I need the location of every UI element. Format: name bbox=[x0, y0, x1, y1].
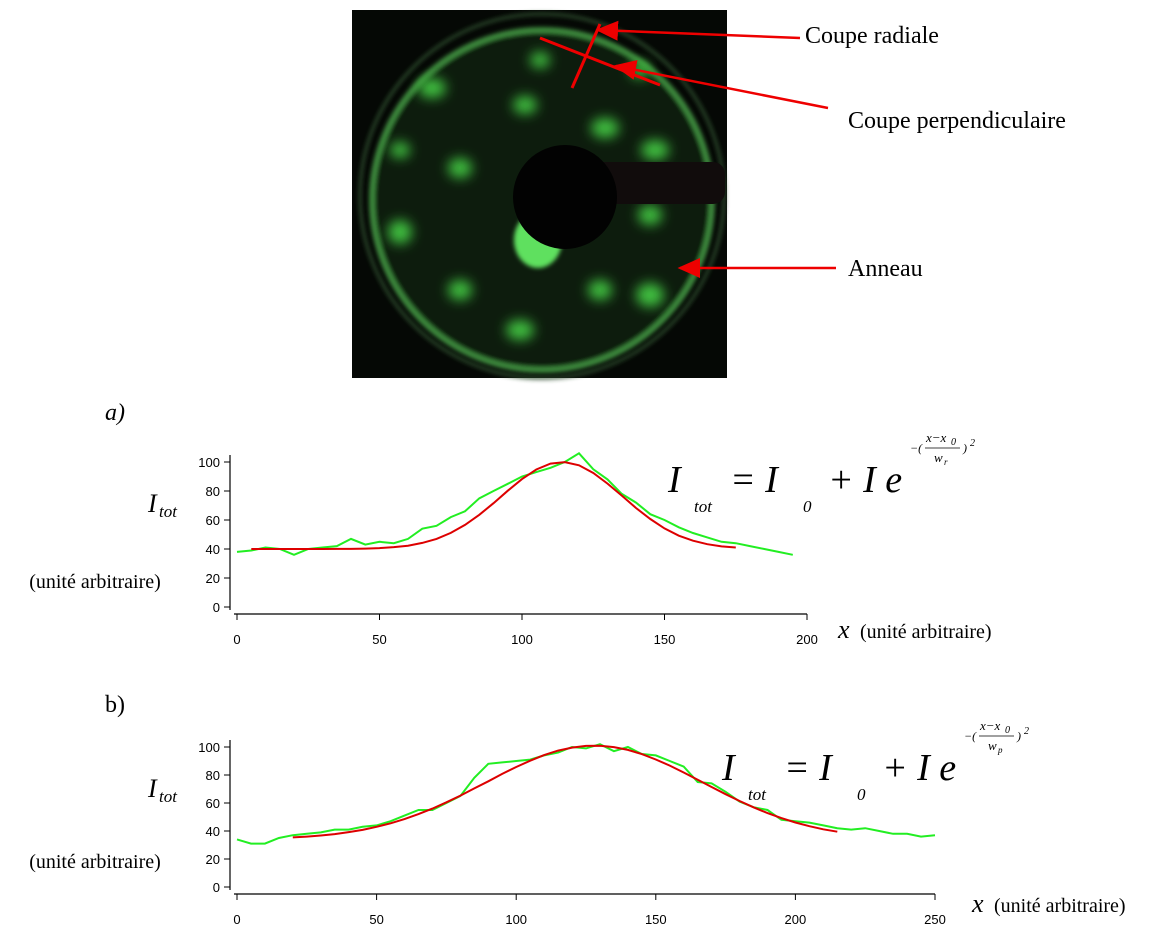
formula-exp: w bbox=[988, 738, 997, 753]
formula-exp: r bbox=[944, 457, 948, 467]
x-tick-label: 100 bbox=[505, 912, 527, 927]
panel-label: b) bbox=[105, 692, 125, 718]
panel-label: a) bbox=[105, 400, 125, 426]
series-line bbox=[236, 743, 936, 845]
x-tick-label: 100 bbox=[511, 632, 533, 647]
formula-exp: 0 bbox=[951, 437, 956, 448]
leed-image bbox=[352, 10, 727, 380]
y-label-sub: tot bbox=[159, 787, 178, 806]
formula-sub: tot bbox=[694, 497, 713, 516]
formula-exp: w bbox=[934, 450, 943, 465]
formula-text: + I e bbox=[882, 747, 956, 789]
formula-exp: 0 bbox=[1005, 725, 1010, 736]
x-tick-label: 250 bbox=[924, 912, 946, 927]
y-label-unit: (unité arbitraire) bbox=[29, 571, 161, 593]
formula-exp: p bbox=[997, 745, 1003, 755]
x-tick-label: 200 bbox=[796, 632, 818, 647]
formula-exp: x−x bbox=[979, 718, 1001, 733]
x-tick-label: 0 bbox=[233, 632, 240, 647]
x-tick-label: 200 bbox=[785, 912, 807, 927]
y-label-sub: tot bbox=[159, 502, 178, 521]
formula-text: + I e bbox=[828, 459, 902, 501]
y-tick-label: 0 bbox=[213, 880, 220, 895]
x-label: x bbox=[971, 889, 984, 918]
formula-exp: x−x bbox=[925, 430, 947, 445]
x-tick-label: 50 bbox=[369, 912, 383, 927]
y-tick-label: 0 bbox=[213, 600, 220, 615]
y-tick-label: 40 bbox=[206, 824, 220, 839]
annotation-arrow bbox=[595, 20, 801, 41]
series-line bbox=[251, 461, 736, 550]
formula-exp: ) bbox=[962, 441, 967, 455]
y-tick-label: 100 bbox=[198, 455, 220, 470]
y-tick-label: 40 bbox=[206, 542, 220, 557]
y-label-unit: (unité arbitraire) bbox=[29, 851, 161, 873]
formula-text: = I bbox=[784, 747, 834, 789]
y-tick-label: 100 bbox=[198, 740, 220, 755]
annotation: Coupe perpendiculaire bbox=[848, 108, 1066, 134]
formula-text: = I bbox=[730, 459, 780, 501]
formula-exp: ) bbox=[1016, 729, 1021, 743]
x-label-unit: (unité arbitraire) bbox=[860, 621, 992, 643]
formula-exp: 2 bbox=[970, 438, 975, 449]
x-label: x bbox=[837, 615, 850, 644]
formula-text: I bbox=[667, 459, 683, 501]
formula-exp: −( bbox=[964, 729, 977, 743]
annotation-arrow bbox=[613, 60, 829, 110]
y-tick-label: 60 bbox=[206, 796, 220, 811]
annotation: Anneau bbox=[848, 256, 923, 282]
y-label: I bbox=[147, 489, 158, 518]
y-tick-label: 20 bbox=[206, 571, 220, 586]
x-tick-label: 150 bbox=[654, 632, 676, 647]
y-label: I bbox=[147, 774, 158, 803]
formula-text: I bbox=[721, 747, 737, 789]
series-line bbox=[236, 452, 793, 556]
x-tick-label: 150 bbox=[645, 912, 667, 927]
formula-sub: 0 bbox=[857, 785, 866, 804]
x-label-unit: (unité arbitraire) bbox=[994, 895, 1126, 917]
annotation: Coupe radiale bbox=[805, 23, 939, 49]
series-line bbox=[292, 744, 838, 839]
formula-sub: tot bbox=[748, 785, 767, 804]
y-tick-label: 80 bbox=[206, 484, 220, 499]
y-tick-label: 20 bbox=[206, 852, 220, 867]
formula-exp: 2 bbox=[1024, 726, 1029, 737]
formula-exp: −( bbox=[910, 441, 923, 455]
x-tick-label: 50 bbox=[372, 632, 386, 647]
y-tick-label: 60 bbox=[206, 513, 220, 528]
formula-sub: 0 bbox=[803, 497, 812, 516]
y-tick-label: 80 bbox=[206, 768, 220, 783]
x-tick-label: 0 bbox=[233, 912, 240, 927]
